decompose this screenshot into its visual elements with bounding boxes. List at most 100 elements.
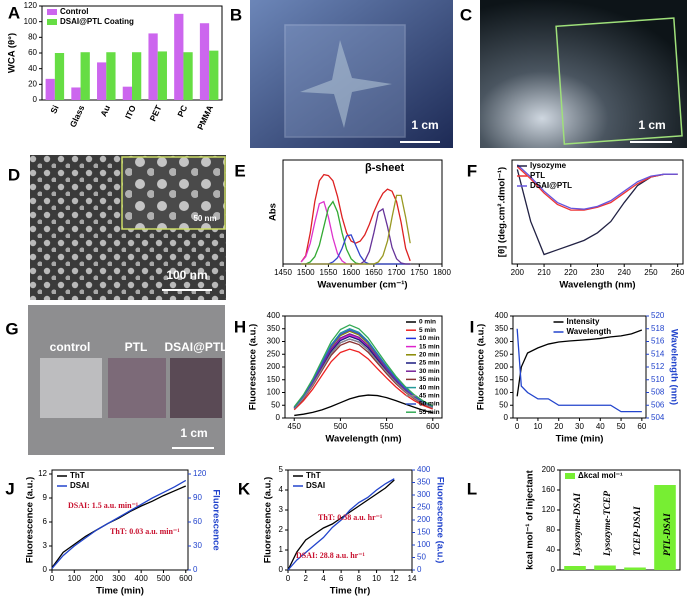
y-tick-label: 3 bbox=[43, 541, 48, 550]
legend-label: Δkcal mol⁻¹ bbox=[578, 471, 623, 480]
y-tick-label: 3 bbox=[279, 505, 284, 514]
photo-b: 1 cm B bbox=[230, 0, 453, 148]
series-line bbox=[516, 329, 643, 397]
y-tick-label: 250 bbox=[495, 349, 509, 358]
x-tick-label: 12 bbox=[390, 574, 399, 583]
panel-letter: D bbox=[8, 165, 20, 184]
legend-label: 25 min bbox=[419, 360, 440, 367]
x-tick-label: 400 bbox=[135, 574, 149, 583]
annotation: ThT: 0.38 a.u. hr⁻¹ bbox=[318, 513, 383, 522]
y-tick-label: 400 bbox=[267, 311, 281, 320]
y-tick-label: 150 bbox=[267, 375, 281, 384]
y-tick-label: 2 bbox=[279, 525, 284, 534]
panel-letter: J bbox=[5, 479, 14, 498]
x-tick-label: 550 bbox=[380, 422, 394, 431]
legend-label: Intensity bbox=[567, 317, 600, 326]
legend-label: ThT bbox=[70, 471, 85, 480]
y2-tick-label: 300 bbox=[417, 490, 431, 499]
y2-axis-label: Fluorescence bbox=[210, 489, 221, 550]
photo-c: 1 cm C bbox=[460, 0, 687, 148]
series-line bbox=[287, 478, 395, 571]
legend-swatch bbox=[47, 19, 57, 25]
bar bbox=[148, 33, 158, 100]
x-tick-label: 4 bbox=[321, 574, 326, 583]
y2-tick-label: 514 bbox=[651, 349, 665, 358]
y-tick-label: 80 bbox=[28, 32, 37, 41]
series-line bbox=[301, 207, 411, 265]
y-tick-label: 40 bbox=[546, 545, 555, 554]
x-tick-label: 0 bbox=[515, 422, 520, 431]
x-tick-label: 240 bbox=[618, 268, 632, 277]
scale-label: 1 cm bbox=[180, 426, 207, 440]
y2-tick-label: 504 bbox=[651, 413, 665, 422]
bar bbox=[564, 566, 586, 570]
series-line bbox=[301, 194, 411, 265]
y-tick-label: 4 bbox=[279, 485, 284, 494]
y-tick-label: 0 bbox=[504, 413, 509, 422]
x-tick-label: Lysozyme-TCEP bbox=[603, 491, 613, 557]
legend-label: PTL bbox=[530, 171, 545, 180]
y-tick-label: 0 bbox=[43, 565, 48, 574]
legend-label: Control bbox=[60, 7, 88, 16]
legend-label: 45 min bbox=[419, 393, 440, 400]
x-tick-label: 1600 bbox=[342, 268, 360, 277]
y2-tick-label: 506 bbox=[651, 400, 665, 409]
y-tick-label: 5 bbox=[279, 465, 284, 474]
y-tick-label: 9 bbox=[43, 493, 48, 502]
series-line bbox=[516, 164, 678, 210]
panel-letter: L bbox=[467, 479, 477, 498]
series-line bbox=[293, 333, 434, 409]
x-axis-label: Time (min) bbox=[556, 434, 604, 445]
y-tick-label: 200 bbox=[542, 465, 556, 474]
legend-label: 0 min bbox=[419, 319, 436, 326]
x-tick-label: 60 bbox=[637, 422, 646, 431]
legend-label: Wavelength bbox=[567, 327, 612, 336]
y-tick-label: 50 bbox=[499, 400, 508, 409]
x-axis-label: Wavenumber (cm⁻¹) bbox=[317, 280, 407, 291]
x-tick-label: PTL-DSAI bbox=[663, 513, 673, 556]
series-line bbox=[293, 338, 434, 409]
panel-letter: I bbox=[470, 317, 475, 336]
x-tick-label: 250 bbox=[644, 268, 658, 277]
x-tick-label: 14 bbox=[408, 574, 417, 583]
y-tick-label: 80 bbox=[546, 525, 555, 534]
legend-swatch bbox=[47, 9, 57, 15]
y2-tick-label: 0 bbox=[193, 565, 198, 574]
y-tick-label: 0 bbox=[551, 565, 556, 574]
legend-label: 30 min bbox=[419, 368, 440, 375]
series-line bbox=[51, 479, 187, 569]
y-tick-label: 350 bbox=[267, 324, 281, 333]
x-axis-label: Wavelength (nm) bbox=[325, 434, 401, 445]
y-tick-label: 160 bbox=[542, 485, 556, 494]
bar bbox=[45, 78, 55, 100]
bar bbox=[174, 13, 184, 100]
x-tick-label: 1500 bbox=[297, 268, 315, 277]
x-tick-label: 600 bbox=[426, 422, 440, 431]
y2-tick-label: 350 bbox=[417, 478, 431, 487]
y2-tick-label: 510 bbox=[651, 375, 665, 384]
annotation: β-sheet bbox=[365, 162, 404, 174]
y2-tick-label: 50 bbox=[417, 553, 426, 562]
annotation: ThT: 0.03 a.u. min⁻¹ bbox=[110, 527, 180, 536]
y2-tick-label: 60 bbox=[193, 517, 202, 526]
y-axis-label: Fluorescence (a.u.) bbox=[248, 324, 259, 411]
y-tick-label: 100 bbox=[24, 17, 38, 26]
legend-label: 10 min bbox=[419, 335, 440, 342]
x-tick-label: 210 bbox=[537, 268, 551, 277]
x-tick-label: 10 bbox=[372, 574, 381, 583]
plot-frame bbox=[559, 469, 681, 571]
legend-label: 5 min bbox=[419, 327, 436, 334]
photo-g: control PTL DSAI@PTL 1 cm G bbox=[5, 305, 228, 455]
x-tick-label: 50 bbox=[617, 422, 626, 431]
y-tick-label: 200 bbox=[495, 362, 509, 371]
series-line bbox=[293, 324, 434, 408]
y2-axis-label: Wavelength (nm) bbox=[668, 329, 679, 405]
legend-label: 40 min bbox=[419, 384, 440, 391]
y2-tick-label: 200 bbox=[417, 515, 431, 524]
y-tick-label: 200 bbox=[267, 362, 281, 371]
x-tick-label: 1700 bbox=[388, 268, 406, 277]
y-axis-label: kcal mol⁻¹ of injectant bbox=[525, 469, 536, 569]
plot-frame bbox=[51, 469, 189, 571]
y2-tick-label: 120 bbox=[193, 469, 207, 478]
